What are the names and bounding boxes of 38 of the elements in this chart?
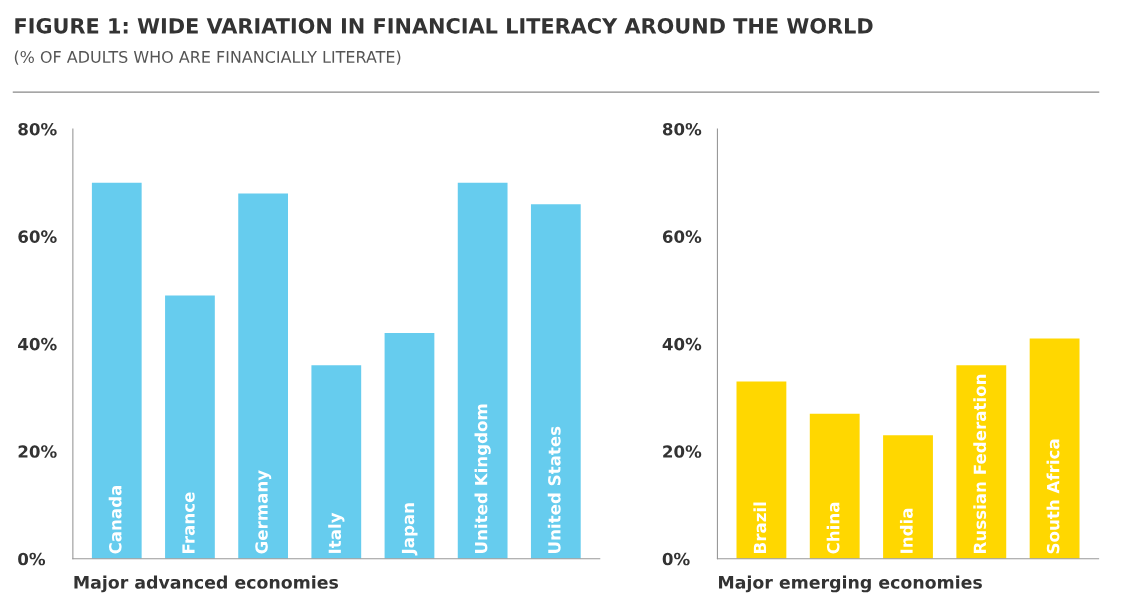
bar xyxy=(311,365,362,559)
y-tick-label: 40% xyxy=(18,337,57,351)
x-tick-label: China xyxy=(826,502,840,554)
bar xyxy=(457,182,508,559)
x-tick-label: United Kingdom xyxy=(474,404,491,553)
bar xyxy=(809,413,860,559)
bar xyxy=(165,295,215,559)
bar xyxy=(530,204,581,559)
x-axis-title: Major advanced economies xyxy=(74,575,339,593)
y-tick-label: 80% xyxy=(662,122,702,136)
y-tick-label: 60% xyxy=(662,230,702,243)
chart-title: FIGURE 1: WIDE VARIATION IN FINANCIAL LITERACY AROUND THE WORLD xyxy=(15,17,873,34)
x-tick-label: United States xyxy=(547,426,561,553)
y-tick-label: 80% xyxy=(18,122,57,136)
chart-subtitle: (% OF ADULTS WHO ARE FINANCIALLY LITERATE) xyxy=(14,50,401,65)
y-tick-label: 60% xyxy=(18,230,57,243)
x-tick-label: India xyxy=(899,508,913,553)
y-tick-label: 0% xyxy=(18,552,46,566)
bar xyxy=(736,381,787,559)
x-tick-label: Germany xyxy=(255,470,272,554)
bar xyxy=(384,333,435,559)
y-tick-label: 20% xyxy=(18,445,57,458)
bar xyxy=(1029,338,1080,559)
x-tick-label: Canada xyxy=(108,485,122,554)
x-tick-label: South Africa xyxy=(1046,439,1060,554)
bar xyxy=(883,435,933,559)
x-tick-label: Italy xyxy=(328,512,345,553)
bar xyxy=(238,193,288,559)
x-tick-label: Brazil xyxy=(753,502,767,553)
y-tick-label: 20% xyxy=(663,445,702,458)
x-tick-label: Japan xyxy=(401,503,418,556)
bar xyxy=(91,182,142,559)
x-axis-title: Major emerging economies xyxy=(719,575,982,593)
x-tick-label: France xyxy=(182,492,195,553)
bar xyxy=(956,365,1007,559)
x-tick-label: Russian Federation xyxy=(973,374,987,553)
y-tick-label: 40% xyxy=(662,337,702,351)
y-tick-label: 0% xyxy=(662,552,690,566)
